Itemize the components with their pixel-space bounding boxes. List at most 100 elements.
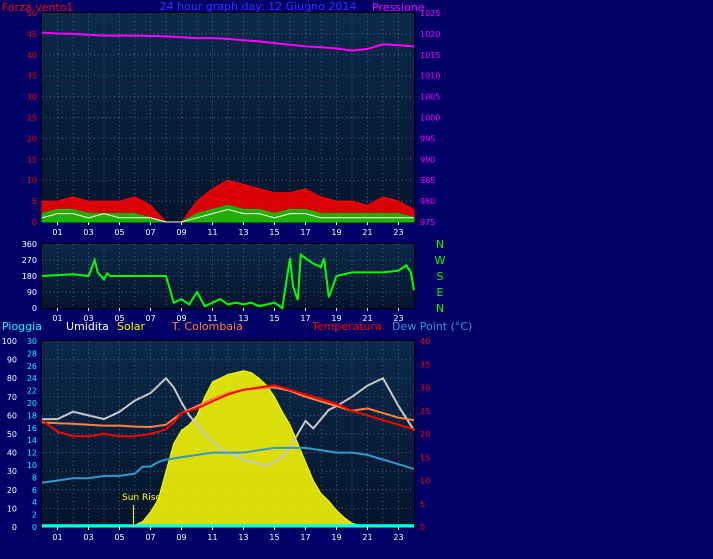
pressure-axis-tick-0-6: 1005 (420, 93, 440, 102)
pressure-line (41, 31, 415, 52)
temperature-axis-tick-2-8: 40 (420, 337, 430, 346)
temperature-axis-tick-2-0: 0 (420, 523, 425, 532)
legend-temperatura: Temperatura (311, 320, 382, 333)
pressure-axis-tick-0-1: 980 (420, 197, 435, 206)
wind-speed-area (41, 179, 415, 223)
compass-label-0: N (436, 238, 444, 251)
pressure-axis-tick-0-2: 985 (420, 176, 435, 185)
x-tick-label-0-6: 13 (238, 228, 248, 237)
x-tick-label-0-8: 17 (300, 228, 310, 237)
humidity-axis-tick-2-2: 20 (7, 486, 17, 495)
temperature-axis-tick-2-4: 20 (420, 430, 430, 439)
x-tick-label-1-2: 05 (114, 314, 124, 323)
solar-area (42, 370, 414, 528)
rain-axis-tick-2-9: 18 (27, 411, 37, 420)
x-tick-label-0-4: 09 (176, 228, 186, 237)
direction-axis-tick-1-3: 270 (22, 256, 37, 265)
x-tick-label-1-11: 23 (393, 314, 403, 323)
x-tick-label-0-5: 11 (207, 228, 217, 237)
x-tick-label-2-5: 11 (207, 533, 217, 542)
direction-axis-tick-1-2: 180 (22, 272, 37, 281)
humidity-axis-tick-2-8: 80 (7, 374, 17, 383)
legend-umidita: Umidita (66, 320, 109, 333)
rain-axis-tick-2-7: 14 (27, 436, 37, 445)
x-tick-label-1-1: 03 (83, 314, 93, 323)
rain-axis-tick-2-15: 30 (27, 337, 37, 346)
compass-label-1: W (435, 254, 446, 267)
legend-dew-point: Dew Point (°C) (392, 320, 472, 333)
x-tick-label-2-6: 13 (238, 533, 248, 542)
legend-t-colombaia: T. Colombaia (171, 320, 243, 333)
wind-axis-tick-0-3: 15 (27, 155, 37, 164)
wind-axis-tick-0-4: 20 (27, 134, 37, 143)
x-tick-label-2-7: 15 (269, 533, 279, 542)
x-tick-label-1-6: 13 (238, 314, 248, 323)
x-tick-label-1-10: 21 (362, 314, 372, 323)
pressure-axis-tick-0-9: 1020 (420, 30, 440, 39)
rain-axis-tick-2-14: 28 (27, 349, 37, 358)
temperature-axis-tick-2-1: 5 (420, 500, 425, 509)
x-tick-label-2-11: 23 (393, 533, 403, 542)
x-tick-label-2-10: 21 (362, 533, 372, 542)
pressure-axis-tick-0-8: 1015 (420, 51, 440, 60)
pressure-axis-tick-0-3: 990 (420, 155, 435, 164)
humidity-axis-tick-2-0: 0 (12, 523, 17, 532)
x-tick-label-0-10: 21 (362, 228, 372, 237)
right-axis-label: Pressione (372, 1, 425, 14)
x-tick-label-1-9: 19 (331, 314, 341, 323)
x-tick-label-2-8: 17 (300, 533, 310, 542)
compass-label-4: N (436, 302, 444, 315)
x-tick-label-1-3: 07 (145, 314, 155, 323)
wind-axis-tick-0-7: 35 (27, 72, 37, 81)
x-tick-label-0-11: 23 (393, 228, 403, 237)
humidity-axis-tick-2-9: 90 (7, 356, 17, 365)
pressure-axis-tick-0-5: 1000 (420, 114, 440, 123)
temperature-axis-tick-2-5: 25 (420, 407, 430, 416)
wind-average-line (41, 208, 414, 223)
rain-axis-tick-2-2: 4 (32, 498, 37, 507)
rain-axis-tick-2-3: 6 (32, 486, 37, 495)
rain-axis-tick-2-12: 24 (27, 374, 37, 383)
direction-axis-tick-1-1: 90 (27, 288, 37, 297)
dew-point-line (41, 446, 415, 484)
x-tick-label-0-2: 05 (114, 228, 124, 237)
x-tick-label-1-0: 01 (52, 314, 62, 323)
humidity-axis-tick-2-1: 10 (7, 504, 17, 513)
direction-axis-tick-1-4: 360 (22, 240, 37, 249)
rain-axis-tick-2-13: 26 (27, 362, 37, 371)
x-tick-label-2-3: 07 (145, 533, 155, 542)
x-tick-label-2-1: 03 (83, 533, 93, 542)
wind-axis-tick-0-1: 5 (32, 197, 37, 206)
rain-axis-tick-2-6: 12 (27, 449, 37, 458)
x-tick-label-0-0: 01 (52, 228, 62, 237)
humidity-axis-tick-2-5: 50 (7, 430, 17, 439)
humidity-axis-tick-2-3: 30 (7, 467, 17, 476)
data-series (41, 31, 415, 528)
x-tick-label-1-5: 11 (207, 314, 217, 323)
x-tick-label-1-4: 09 (176, 314, 186, 323)
wind-axis-tick-0-9: 45 (27, 30, 37, 39)
wind-axis-tick-0-2: 10 (27, 176, 37, 185)
rain-axis-tick-2-0: 0 (32, 523, 37, 532)
sun-rise-annotation: Sun Rise (122, 493, 161, 503)
rain-axis-tick-2-8: 16 (27, 424, 37, 433)
temperature-axis-tick-2-6: 30 (420, 384, 430, 393)
humidity-axis-tick-2-10: 100 (2, 337, 17, 346)
humidity-axis-tick-2-7: 70 (7, 393, 17, 402)
chart-title: 24 hour graph day: 12 Giugno 2014 (160, 0, 357, 13)
temperature-line (41, 384, 415, 438)
x-tick-label-2-0: 01 (52, 533, 62, 542)
pressure-axis-tick-0-4: 995 (420, 134, 435, 143)
wind-axis-tick-0-5: 25 (27, 114, 37, 123)
pressure-axis-tick-0-10: 1025 (420, 9, 440, 18)
humidity-axis-tick-2-4: 40 (7, 449, 17, 458)
wind-axis-tick-0-10: 50 (27, 9, 37, 18)
temperature-axis-tick-2-3: 15 (420, 453, 430, 462)
temperature-axis-tick-2-7: 35 (420, 360, 430, 369)
x-tick-label-1-8: 17 (300, 314, 310, 323)
x-tick-label-0-9: 19 (331, 228, 341, 237)
wind-axis-tick-0-8: 40 (27, 51, 37, 60)
humidity-line (42, 376, 415, 467)
left-axis-label: Forza vento1 (2, 1, 74, 14)
